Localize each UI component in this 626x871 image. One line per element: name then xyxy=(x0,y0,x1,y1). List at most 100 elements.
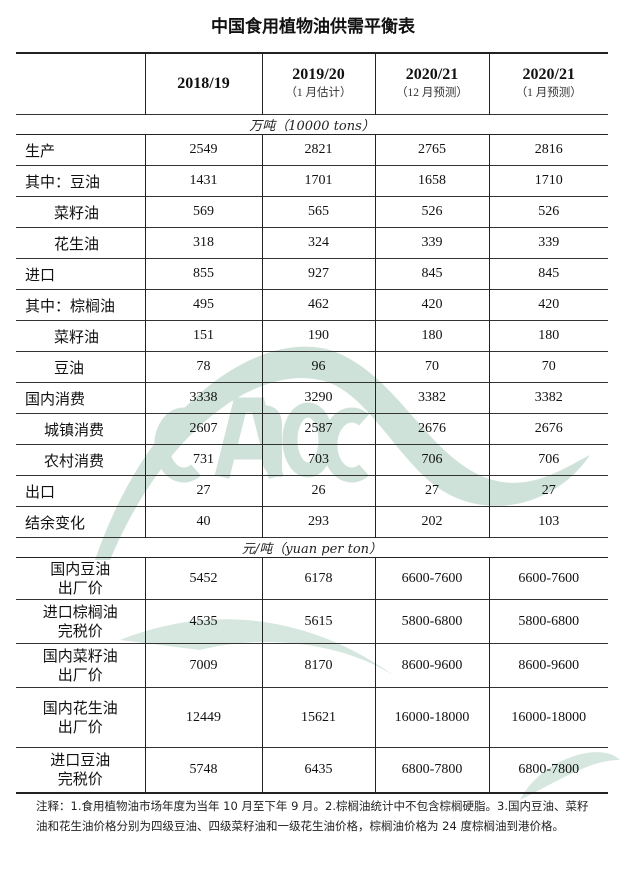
footnote: 注释：1.食用植物油市场年度为当年 10 月至下年 9 月。2.棕榈油统计中不包… xyxy=(36,799,589,833)
row-label-line: 国内菜籽油 xyxy=(42,646,118,665)
row-label-line: 国内花生油 xyxy=(42,698,118,717)
table-cell: 706 xyxy=(488,444,608,476)
table-cell: 324 xyxy=(261,227,375,259)
table-cell: 3382 xyxy=(374,382,489,414)
table-row: 国内花生油 出厂价 12449 15621 16000-18000 16000-18000 xyxy=(16,687,608,748)
row-label-line: 完税价 xyxy=(57,621,103,640)
row-label-line: 完税价 xyxy=(57,770,103,788)
table-cell: 6800-7800 xyxy=(488,747,608,793)
table-cell: 180 xyxy=(488,320,608,352)
table-row: 花生油 318 324 339 339 xyxy=(16,227,608,259)
table-cell: 6435 xyxy=(261,747,375,793)
table-cell: 565 xyxy=(261,196,375,228)
table-cell: 462 xyxy=(261,289,375,321)
table-row: 出口 27 26 27 27 xyxy=(16,475,608,507)
table-cell: 7009 xyxy=(144,643,262,688)
table-row: 菜籽油 569 565 526 526 xyxy=(16,196,608,228)
table-row: 进口豆油 完税价 5748 6435 6800-7800 6800-7800 xyxy=(16,747,608,793)
table-row: 菜籽油 151 190 180 180 xyxy=(16,320,608,352)
row-label-line: 出厂价 xyxy=(57,665,103,684)
table-cell: 420 xyxy=(374,289,489,321)
table-cell: 3338 xyxy=(144,382,262,414)
row-label: 国内花生油 出厂价 xyxy=(16,688,145,748)
table-cell: 70 xyxy=(374,351,489,383)
row-label: 国内菜籽油 出厂价 xyxy=(16,644,145,688)
table-row: 国内豆油 出厂价 5452 6178 6600-7600 6600-7600 xyxy=(16,557,608,600)
table-cell: 2607 xyxy=(144,413,262,445)
table-cell: 526 xyxy=(488,196,608,228)
table-cell: 15621 xyxy=(261,687,375,748)
row-label: 豆油 xyxy=(54,358,85,377)
table-cell: 12449 xyxy=(144,687,262,748)
table-row: 进口 855 927 845 845 xyxy=(16,258,608,290)
table-row: 生产 2549 2821 2765 2816 xyxy=(16,134,608,166)
table-row: 进口棕榈油 完税价 4535 5615 5800-6800 5800-6800 xyxy=(16,599,608,644)
table-cell: 27 xyxy=(488,475,608,507)
table-row: 豆油 78 96 70 70 xyxy=(16,351,608,383)
row-label: 农村消费 xyxy=(44,451,105,470)
table-cell: 96 xyxy=(261,351,375,383)
header-col: 2020/21 （1 月预测） xyxy=(488,53,608,115)
table-cell: 1701 xyxy=(261,165,375,197)
header-year: 2018/19 xyxy=(177,75,230,92)
table-cell: 845 xyxy=(488,258,608,290)
table-cell: 1710 xyxy=(488,165,608,197)
header-year: 2020/21 xyxy=(405,66,459,83)
unit-row: 元/吨（yuan per ton） xyxy=(16,538,608,558)
page-title: 中国食用植物油供需平衡表 xyxy=(211,17,415,37)
row-label: 结余变化 xyxy=(25,513,86,532)
table-cell: 8600-9600 xyxy=(488,643,608,688)
table-cell: 6600-7600 xyxy=(488,557,608,600)
unit-row: 万吨（10000 tons） xyxy=(16,115,608,135)
row-label: 城镇消费 xyxy=(44,420,105,439)
table-cell: 855 xyxy=(144,258,262,290)
table-cell: 495 xyxy=(144,289,262,321)
content: 2018/19 2019/20 （1 月估计） 2020/21 （12 月预测） 2… xyxy=(16,52,608,836)
row-label: 进口 xyxy=(25,265,56,284)
table-cell: 8600-9600 xyxy=(374,643,489,688)
table-cell: 27 xyxy=(144,475,262,507)
table-cell: 731 xyxy=(144,444,262,476)
unit-label: 万吨（10000 tons） xyxy=(249,119,375,134)
table-row: 其中：棕榈油 495 462 420 420 xyxy=(16,289,608,321)
header-row: 2018/19 2019/20 （1 月估计） 2020/21 （12 月预测） 2… xyxy=(16,53,608,115)
table-cell: 5615 xyxy=(261,599,375,644)
table-cell: 27 xyxy=(374,475,489,507)
table-cell: 180 xyxy=(374,320,489,352)
header-col: 2020/21 （12 月预测） xyxy=(374,53,489,115)
row-label: 菜籽油 xyxy=(54,203,100,222)
table-cell: 4535 xyxy=(144,599,262,644)
header-note: （12 月预测） xyxy=(396,87,468,99)
row-label-line: 进口豆油 xyxy=(50,751,111,769)
header-note: （1 月预测） xyxy=(515,87,582,99)
header-blank xyxy=(16,53,145,115)
table-cell: 6600-7600 xyxy=(374,557,489,600)
table-cell: 2549 xyxy=(144,134,262,166)
table-cell: 420 xyxy=(488,289,608,321)
header-year: 2019/20 xyxy=(292,66,345,83)
row-label: 出口 xyxy=(25,482,56,501)
row-label-line: 出厂价 xyxy=(57,578,103,597)
table-cell: 927 xyxy=(261,258,375,290)
table-cell: 70 xyxy=(488,351,608,383)
table-cell: 2816 xyxy=(488,134,608,166)
row-label: 进口棕榈油 完税价 xyxy=(16,600,145,644)
table-cell: 16000-18000 xyxy=(374,687,489,748)
table-cell: 3382 xyxy=(488,382,608,414)
unit-label: 元/吨（yuan per ton） xyxy=(241,542,383,557)
header-year: 2020/21 xyxy=(522,66,575,83)
row-label: 国内豆油 出厂价 xyxy=(16,558,145,600)
table-cell: 5452 xyxy=(144,557,262,600)
row-label-line: 出厂价 xyxy=(57,717,103,736)
table-row: 结余变化 40 293 202 103 xyxy=(16,506,608,538)
table-cell: 26 xyxy=(261,475,375,507)
table-cell: 845 xyxy=(374,258,489,290)
row-label: 国内消费 xyxy=(25,389,86,408)
table-cell: 526 xyxy=(374,196,489,228)
balance-table: 2018/19 2019/20 （1 月估计） 2020/21 （12 月预测） 2… xyxy=(16,52,608,794)
table-cell: 78 xyxy=(144,351,262,383)
table-cell: 293 xyxy=(261,506,375,538)
table-cell: 1658 xyxy=(374,165,489,197)
table-row: 其中：豆油 1431 1701 1658 1710 xyxy=(16,165,608,197)
table-row: 农村消费 731 703 706 706 xyxy=(16,444,608,476)
